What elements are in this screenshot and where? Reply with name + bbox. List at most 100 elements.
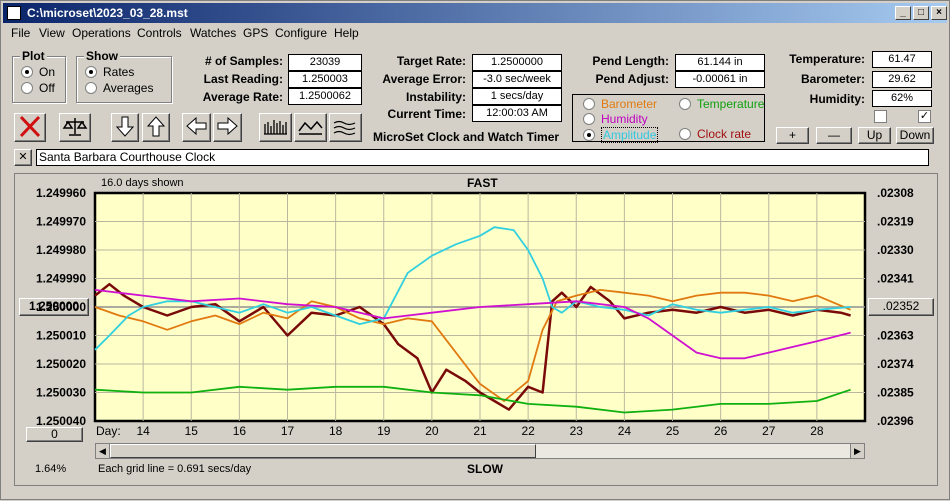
app-caption: MicroSet Clock and Watch Timer — [373, 130, 560, 144]
zero-button[interactable]: 0 — [26, 427, 83, 442]
line-view-button[interactable] — [294, 113, 327, 142]
show-averages-label: Averages — [103, 81, 154, 95]
current-time-label: Current Time: — [387, 107, 466, 121]
app-icon — [7, 6, 21, 20]
smooth-wave-icon — [333, 120, 356, 136]
menu-gps[interactable]: GPS — [243, 26, 269, 40]
day-tick-label: 28 — [810, 424, 824, 438]
maximize-button[interactable]: □ — [913, 6, 929, 20]
option-checkbox-2[interactable]: ✓ — [918, 110, 931, 123]
minus-button[interactable]: — — [816, 127, 852, 144]
radio-empty-icon — [85, 82, 97, 94]
last-reading-field: 1.250003 — [288, 71, 362, 88]
left-tick-label: 1.250000 — [36, 300, 86, 314]
humidity-field: 62% — [872, 90, 932, 107]
arrow-up-icon — [146, 116, 166, 137]
arrow-right-icon — [217, 116, 238, 136]
series-line — [94, 288, 851, 402]
target-rate-field[interactable]: 1.2500000 — [472, 54, 562, 71]
arrow-right-button[interactable] — [213, 113, 242, 142]
up-button[interactable]: Up — [858, 127, 891, 144]
day-tick-label: 20 — [425, 424, 439, 438]
menu-help[interactable]: Help — [334, 26, 359, 40]
close-button[interactable]: × — [931, 6, 947, 20]
smooth-view-button[interactable] — [329, 113, 362, 142]
plot-on-radio[interactable]: On — [21, 65, 55, 79]
series-amplitude-radio[interactable]: Amplitude — [583, 127, 659, 143]
pend-length-label: Pend Length: — [592, 54, 669, 68]
menu-configure[interactable]: Configure — [275, 26, 328, 40]
pend-length-field[interactable]: 61.144 in — [675, 54, 765, 71]
right-value-button[interactable]: .02352 — [868, 298, 934, 316]
series-selector: Barometer Temperature Humidity Amplitude… — [572, 94, 765, 143]
series-temperature-radio[interactable]: Temperature — [679, 97, 764, 111]
left-tick-label: 1.249980 — [36, 243, 86, 257]
radio-selected-icon — [21, 66, 33, 78]
barometer-label: Barometer: — [800, 72, 865, 86]
average-error-label: Average Error: — [382, 72, 466, 86]
option-checkbox-1[interactable] — [874, 110, 887, 123]
menu-watches[interactable]: Watches — [190, 26, 237, 40]
day-tick-label: 22 — [521, 424, 535, 438]
title-bar[interactable]: C:\microset\2023_03_28.mst _ □ × — [3, 3, 947, 23]
clear-name-button[interactable]: ✕ — [14, 149, 32, 166]
menu-operations[interactable]: Operations — [72, 26, 131, 40]
menu-controls[interactable]: Controls — [137, 26, 182, 40]
right-tick-label: .02341 — [877, 272, 914, 286]
radio-empty-icon — [583, 98, 595, 110]
right-tick-label: .02374 — [877, 357, 914, 371]
day-tick-label: 17 — [281, 424, 295, 438]
down-button[interactable]: Down — [896, 127, 934, 144]
day-tick-label: 24 — [618, 424, 632, 438]
arrow-down-button[interactable] — [111, 113, 139, 142]
scroll-left-arrow-icon[interactable]: ◀ — [96, 444, 110, 458]
days-shown-label: 16.0 days shown — [101, 177, 184, 189]
right-tick-label: .02363 — [877, 329, 914, 343]
scroll-right-arrow-icon[interactable]: ▶ — [850, 444, 864, 458]
watch-name-field[interactable]: Santa Barbara Courthouse Clock — [36, 149, 929, 166]
show-group-label: Show — [84, 49, 120, 63]
menu-file[interactable]: File — [11, 26, 31, 40]
arrow-down-icon — [115, 116, 135, 137]
series-humidity-label: Humidity — [601, 112, 648, 126]
chart-scrollbar[interactable]: ◀ ▶ — [95, 443, 865, 459]
show-rates-radio[interactable]: Rates — [85, 65, 134, 79]
series-barometer-label: Barometer — [601, 97, 658, 111]
day-tick-label: 21 — [473, 424, 487, 438]
series-line — [94, 385, 851, 414]
scale-icon — [62, 118, 88, 136]
arrow-up-button[interactable] — [142, 113, 170, 142]
menu-view[interactable]: View — [39, 26, 65, 40]
plot-off-radio[interactable]: Off — [21, 81, 55, 95]
scroll-thumb[interactable] — [110, 444, 536, 458]
samples-field: 23039 — [288, 54, 362, 71]
chart-panel — [14, 173, 938, 486]
center-value-button[interactable]: 1.250000 — [19, 298, 89, 316]
stop-button[interactable] — [14, 113, 46, 142]
day-axis-label: Day: — [96, 424, 121, 438]
plus-button[interactable]: + — [776, 127, 809, 144]
arrow-left-icon — [186, 116, 207, 136]
minimize-button[interactable]: _ — [895, 6, 911, 20]
series-clockrate-radio[interactable]: Clock rate — [679, 127, 751, 141]
plot-group: Plot — [12, 49, 66, 103]
left-tick-label: 1.250020 — [36, 357, 86, 371]
arrow-left-button[interactable] — [182, 113, 211, 142]
series-humidity-radio[interactable]: Humidity — [583, 112, 648, 126]
pend-adjust-field: -0.00061 in — [675, 71, 765, 88]
day-tick-label: 26 — [714, 424, 728, 438]
series-barometer-radio[interactable]: Barometer — [583, 97, 657, 111]
wave-graph-icon — [298, 120, 323, 135]
bars-view-button[interactable] — [259, 113, 292, 142]
right-tick-label: .02396 — [877, 414, 914, 428]
window-title: C:\microset\2023_03_28.mst — [27, 6, 188, 20]
series-line — [94, 289, 851, 360]
right-tick-label: .02319 — [877, 215, 914, 229]
balance-button[interactable] — [59, 113, 91, 142]
day-tick-label: 16 — [233, 424, 247, 438]
slow-label: SLOW — [467, 462, 503, 476]
show-averages-radio[interactable]: Averages — [85, 81, 153, 95]
bar-graph-icon — [264, 120, 287, 135]
